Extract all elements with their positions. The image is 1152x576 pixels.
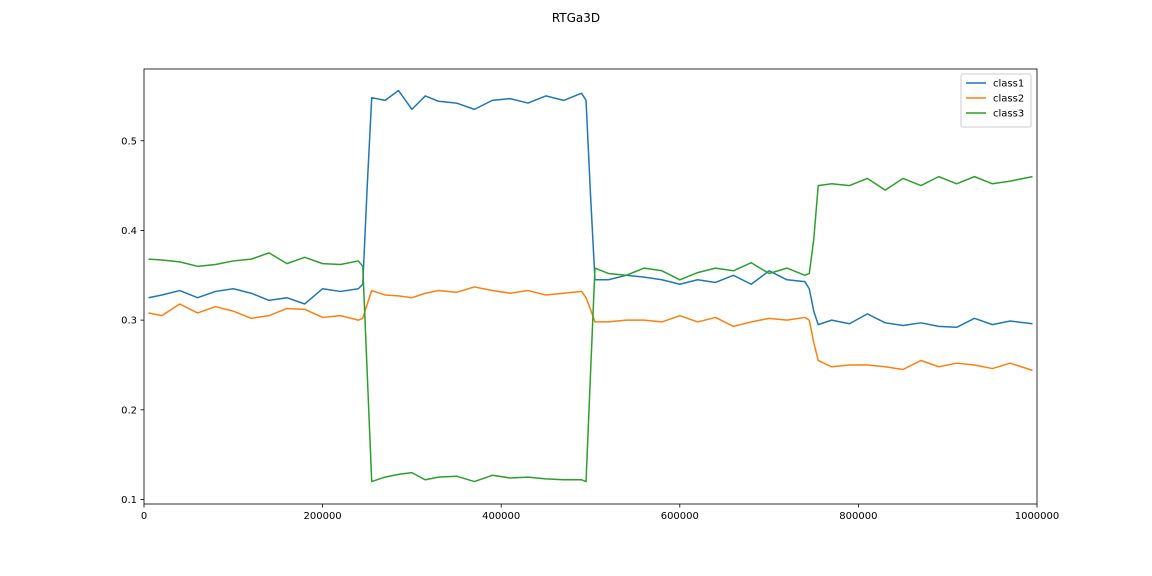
axes-frame: [143, 68, 1038, 505]
x-tick-label: 200000: [304, 511, 342, 522]
x-tick-label: 800000: [839, 511, 877, 522]
y-tick-label: 0.5: [121, 136, 137, 147]
legend-label-class1: class1: [993, 79, 1024, 90]
x-tick-label: 1000000: [1015, 511, 1060, 522]
legend-label-class3: class3: [993, 109, 1024, 120]
x-tick-label: 600000: [661, 511, 699, 522]
legend-label-class2: class2: [993, 94, 1024, 105]
y-tick-label: 0.3: [121, 316, 137, 327]
series-line-class3: [148, 175, 1033, 483]
x-tick-label: 0: [141, 511, 147, 522]
y-tick-label: 0.4: [121, 226, 137, 237]
series-line-class1: [148, 89, 1033, 329]
x-axis: 0 200000 400000 600000 800000 1000000: [141, 504, 1059, 522]
plot-area: [148, 89, 1033, 483]
y-axis: 0.1 0.2 0.3 0.4 0.5: [121, 136, 144, 506]
x-tick-label: 400000: [482, 511, 520, 522]
series-line-class2: [148, 286, 1033, 372]
y-tick-label: 0.1: [121, 495, 137, 506]
y-tick-label: 0.2: [121, 405, 137, 416]
legend: class1 class2 class3: [960, 73, 1032, 128]
chart-title: RTGa3D: [552, 11, 600, 25]
